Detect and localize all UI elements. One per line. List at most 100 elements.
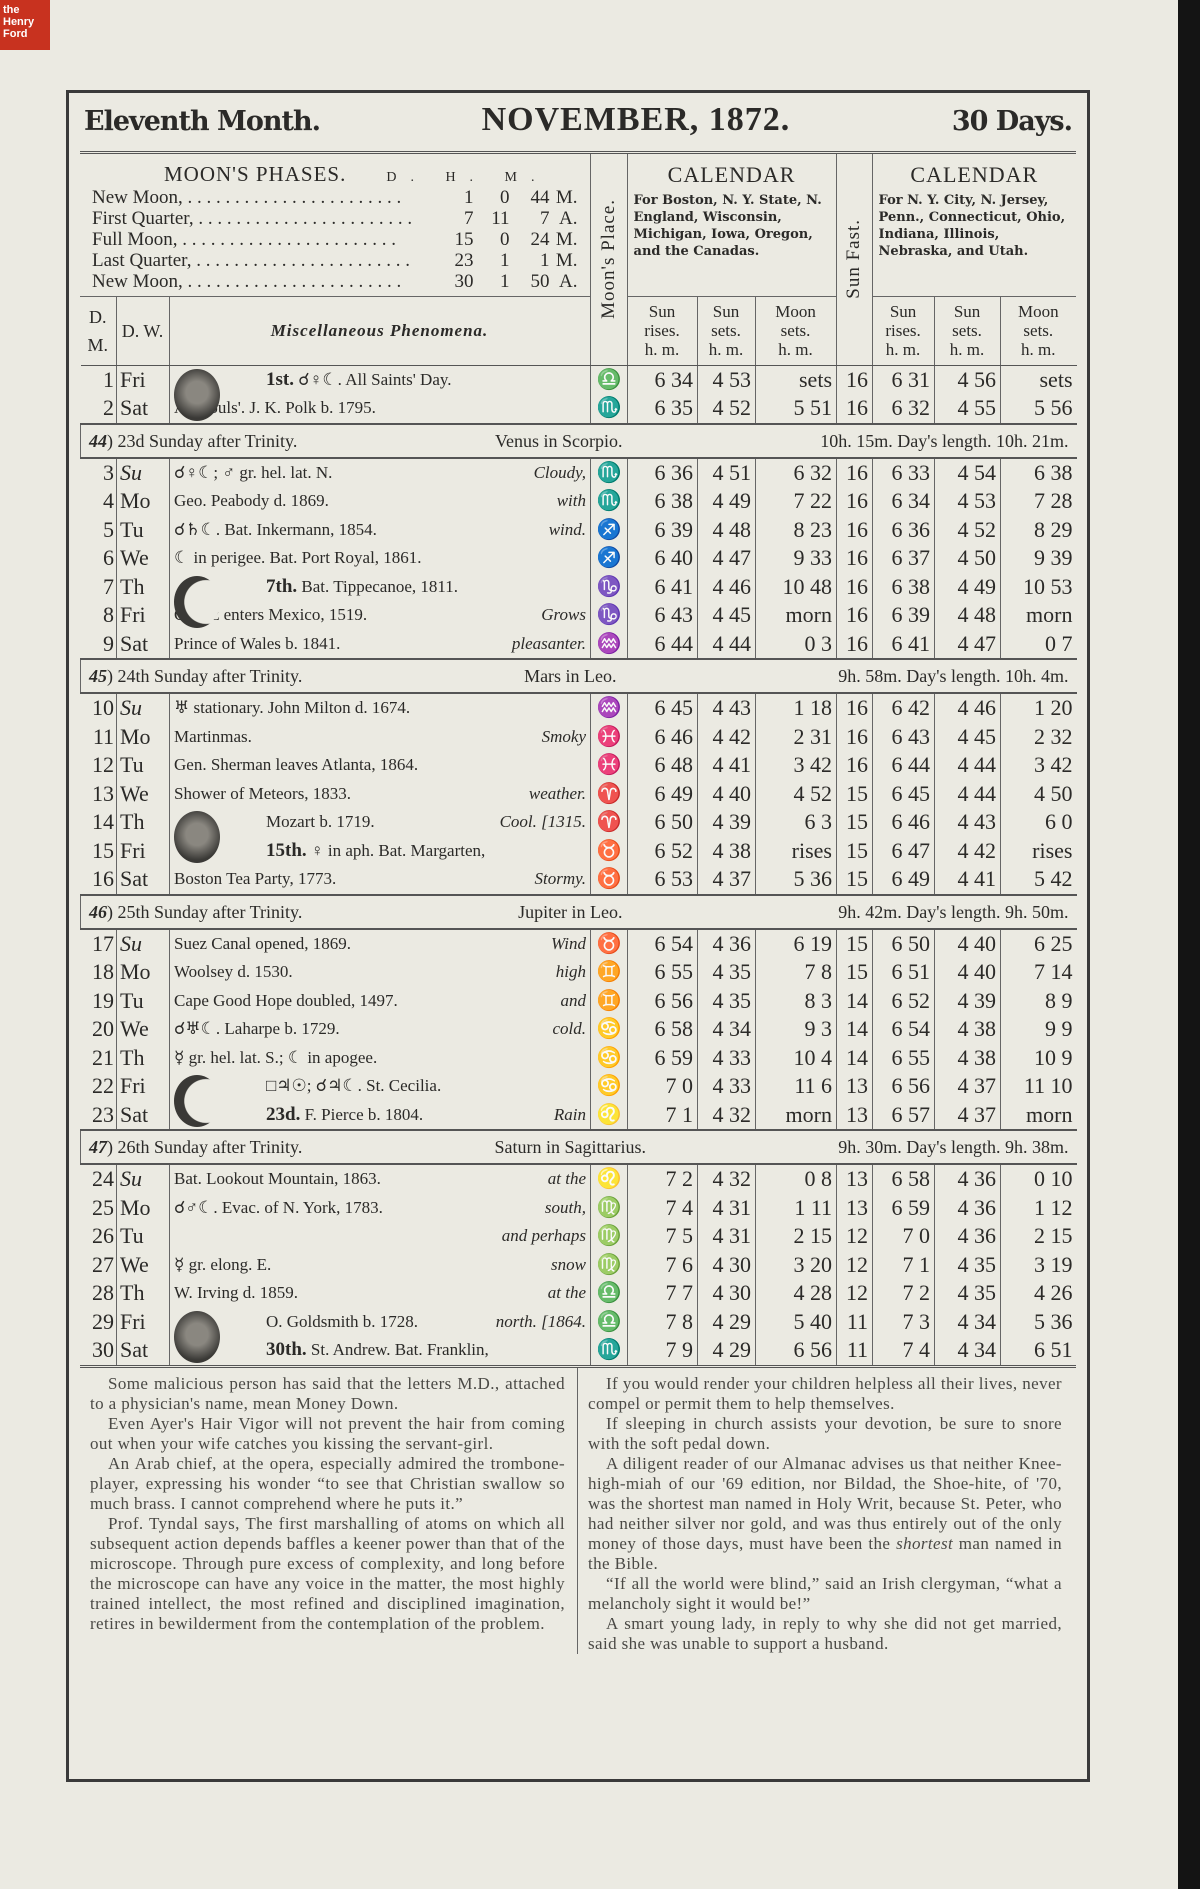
day-of-week: Tu: [116, 515, 170, 544]
aquarius-icon: ♒: [590, 692, 628, 723]
nyc-sun-rises: 6 56: [872, 1072, 935, 1101]
phase-hour: 1: [500, 271, 510, 292]
almanac-page: Eleventh Month. NOVEMBER, 1872. 30 Days.…: [66, 90, 1090, 1782]
phenomena-text: Boston Tea Party, 1773.: [174, 869, 336, 888]
week-section-content: 44) 23d Sunday after Trinity. Venus in Sc…: [89, 427, 1069, 455]
boston-sun-rises: 7 5: [627, 1222, 698, 1251]
aries-icon: ♈: [590, 779, 628, 808]
week-section-row: 47) 26th Sunday after Trinity. Saturn in …: [80, 1129, 1077, 1165]
sun-fast: 11: [836, 1307, 873, 1336]
calendar-2-title: CALENDAR: [910, 162, 1039, 187]
nyc-moon-sets: 6 38: [1000, 457, 1077, 487]
phase-name: Last Quarter,: [92, 250, 444, 271]
phase-meridiem: A.: [559, 271, 578, 292]
leo-icon: ♌: [590, 1163, 628, 1194]
day-of-month: 26: [92, 1223, 114, 1249]
day-row: 24 Su Bat. Lookout Mountain, 1863. at the ♌ 7…: [80, 1163, 1077, 1194]
nyc-moon-sets: morn: [1000, 1100, 1077, 1130]
boston-sun-sets: 4 35: [697, 958, 756, 987]
phenomena-text: ☌♄☾. Bat. Inkermann, 1854.: [174, 520, 377, 539]
month-ordinal: Eleventh Month.: [84, 106, 321, 137]
event-text: Gen. Sherman leaves Atlanta, 1864.: [174, 755, 419, 775]
boston-sun-rises: 6 52: [627, 836, 698, 865]
week-section-row: 45) 24th Sunday after Trinity. Mars in Le…: [80, 658, 1077, 694]
planet-position: Saturn in Sagittarius.: [494, 1137, 647, 1157]
anecdote: An Arab chief, at the opera, especially …: [90, 1453, 565, 1513]
phase-name: First Quarter,: [92, 208, 444, 229]
event-text: Cape Good Hope doubled, 1497.: [174, 990, 398, 1010]
phenomena-text: ☿ gr. hel. lat. S.; ☾ in apogee.: [174, 1048, 377, 1067]
sun-fast: 14: [836, 986, 873, 1015]
week-section-row: 46) 25th Sunday after Trinity. Jupiter in…: [80, 893, 1077, 930]
nyc-sun-rises: 6 55: [872, 1043, 935, 1072]
boston-moon-sets: 5 51: [755, 394, 837, 424]
sun-fast: 16: [836, 601, 873, 630]
event-text: ☌♀☾. All Saints' Day.: [298, 369, 452, 389]
day-of-week: Th: [116, 572, 170, 601]
boston-sun-sets: 4 43: [697, 692, 756, 723]
event-text: Prince of Wales b. 1841.: [174, 633, 341, 653]
phase-day: 7: [464, 208, 474, 229]
nyc-moon-sets: sets: [1000, 364, 1077, 394]
event-text: ♅ stationary. John Milton d. 1674.: [174, 698, 411, 718]
boston-sun-rises: 6 36: [627, 457, 698, 487]
phase-meridiem: M.: [555, 250, 578, 271]
boston-sun-rises: 6 45: [627, 692, 698, 723]
day-row: 2 Sat All Souls'. J. K. Polk b. 1795. ♏ 6 35…: [81, 394, 1077, 424]
day-row: 21 Th ☿ gr. hel. lat. S.; ☾ in apogee. ♋ 6 5…: [81, 1043, 1077, 1072]
sun-fast: 16: [836, 751, 873, 780]
boston-sun-sets: 4 30: [697, 1250, 756, 1279]
day-of-week: We: [116, 779, 170, 808]
day-of-week: Tu: [116, 1222, 170, 1251]
boston-sun-sets: 4 32: [697, 1100, 756, 1130]
day-row: 29 Fri O. Goldsmith b. 1728. north. [1864. ♎…: [81, 1307, 1077, 1363]
nyc-moon-sets: 3 19: [1000, 1250, 1077, 1279]
boston-sun-rises: 7 1: [627, 1100, 698, 1130]
nyc-moon-sets: 6 51: [1000, 1336, 1077, 1365]
cancer-icon: ♋: [590, 1072, 628, 1101]
boston-sun-rises: 6 54: [627, 928, 698, 958]
phenomena: Mozart b. 1719. Cool. [1315.: [169, 808, 591, 863]
phenomena-text: All Souls'. J. K. Polk b. 1795.: [174, 398, 376, 417]
phenomena-text: 15th. ♀ in aph. Bat. Margarten,: [174, 840, 485, 861]
sun-fast: 15: [836, 958, 873, 987]
nyc-sun-rises: 6 38: [872, 572, 935, 601]
nyc-sun-rises: 6 42: [872, 692, 935, 723]
nyc-sun-sets: 4 53: [934, 487, 1001, 516]
phenomena: W. Irving d. 1859. at the: [169, 1279, 591, 1308]
boston-sun-sets: 4 45: [697, 601, 756, 630]
week-section-row: 44) 23d Sunday after Trinity. Venus in Sc…: [80, 422, 1077, 459]
boston-sun-rises: 6 50: [627, 808, 698, 837]
boston-sun-sets: 4 53: [697, 364, 756, 394]
boston-sun-rises: 7 8: [627, 1307, 698, 1336]
page-header: Eleventh Month. NOVEMBER, 1872. 30 Days.: [80, 101, 1076, 154]
phenomena-text: Bat. Lookout Mountain, 1863.: [174, 1169, 381, 1188]
day-of-week: Su: [116, 692, 170, 723]
boston-sun-sets: 4 51: [697, 457, 756, 487]
sun-fast: 13: [836, 1193, 873, 1222]
day-of-week: We: [116, 544, 170, 573]
aries-icon: ♈: [590, 808, 628, 837]
moon-phase-row: Full Moon, 15 0 24M.: [92, 229, 578, 250]
nyc-moon-sets: 11 10: [1000, 1072, 1077, 1101]
nyc-sun-rises: 7 3: [872, 1307, 935, 1336]
day-of-week: Su: [116, 457, 170, 487]
moon-phase-row: New Moon, 30 1 50 A.: [92, 271, 578, 292]
nyc-moon-sets: 5 36: [1000, 1307, 1077, 1336]
sun-fast: 16: [836, 544, 873, 573]
day-row: 6 We ☾ in perigee. Bat. Port Royal, 1861. ♐…: [81, 544, 1077, 573]
boston-moon-sets: 5 36: [755, 865, 837, 895]
phenomena: ☌♄☾. Bat. Inkermann, 1854. wind.: [169, 515, 591, 544]
week-number: 44: [89, 430, 107, 451]
boston-sun-sets: 4 38: [697, 836, 756, 865]
day-of-week: Fri: [116, 364, 170, 394]
phenomena-text: Cortez enters Mexico, 1519.: [174, 605, 367, 624]
week-section-content: 47) 26th Sunday after Trinity. Saturn in …: [89, 1133, 1069, 1161]
days-length: 9h. 58m. Day's length. 10h. 4m.: [838, 666, 1069, 686]
day-of-week: Su: [116, 928, 170, 958]
boston-sun-rises: 6 46: [627, 722, 698, 751]
boston-moon-sets: 5 40: [755, 1307, 837, 1336]
phase-day: 15: [454, 229, 474, 250]
nyc-moon-sets: 0 7: [1000, 629, 1077, 659]
